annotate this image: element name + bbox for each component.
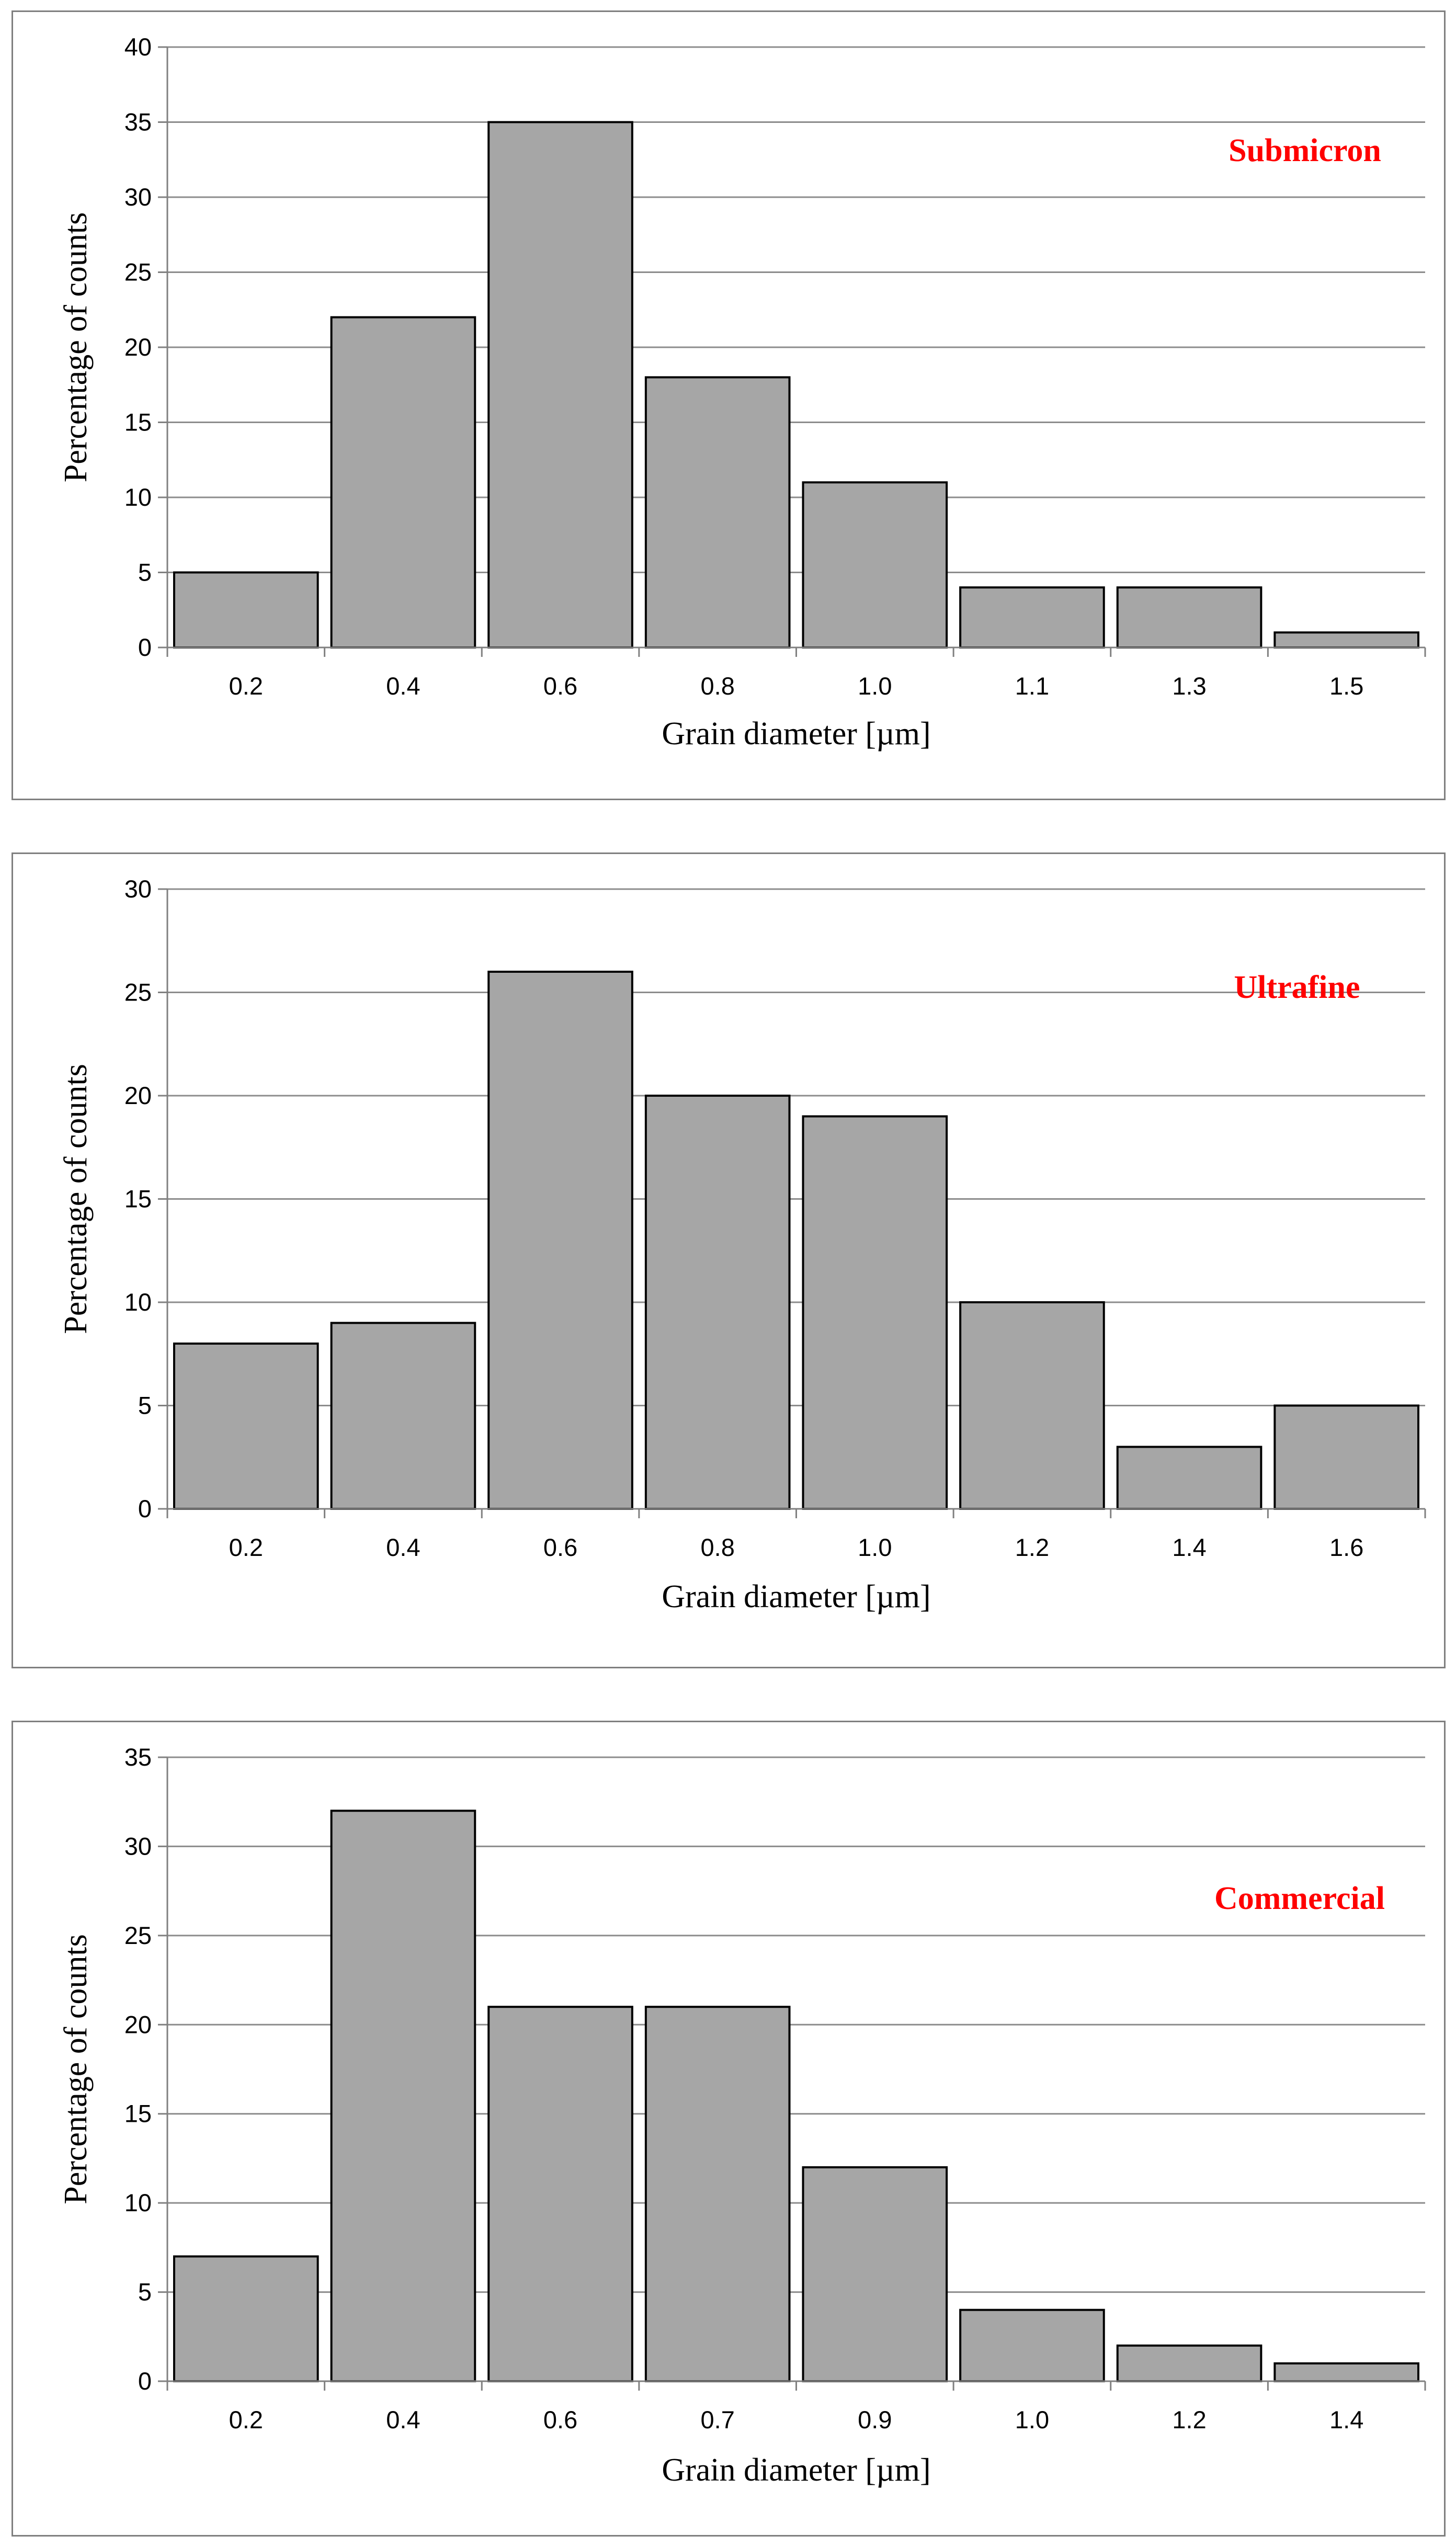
- y-tick-label: 25: [124, 1921, 152, 1949]
- bar-1.6: [1273, 1404, 1419, 1510]
- bar-1.3: [1116, 586, 1262, 649]
- series-label: Commercial: [1214, 1881, 1385, 1916]
- y-tick-label: 0: [138, 1495, 152, 1522]
- y-tick-label: 10: [124, 2189, 152, 2216]
- x-tick-label: 1.0: [858, 1533, 892, 1561]
- x-tick-label: 1.4: [1329, 2406, 1363, 2434]
- bar-0.7: [644, 2006, 791, 2382]
- y-tick-label: 5: [138, 2278, 152, 2306]
- y-tick-label: 20: [124, 2010, 152, 2038]
- y-tick-label: 15: [124, 408, 152, 436]
- bar-1.4: [1273, 2362, 1419, 2383]
- bar-1.2: [1116, 2344, 1262, 2383]
- chart-panel-ultrafine: 0 5 10 15 20 25 30 0.2 0.4 0.6 0.8 1.0 1.2 1.4 1.6 Grai…: [12, 852, 1446, 1668]
- y-tick-label: 25: [124, 258, 152, 286]
- x-tick-label: 1.0: [1015, 2406, 1049, 2434]
- y-tick-label: 20: [124, 333, 152, 361]
- x-tick-label: 0.8: [701, 1533, 735, 1561]
- bar-1.0: [959, 2309, 1105, 2382]
- y-tick-label: 40: [124, 33, 152, 61]
- bar-0.6: [487, 121, 633, 649]
- bar-1.2: [959, 1301, 1105, 1510]
- x-tick-label: 0.2: [229, 2406, 263, 2434]
- x-tick-label: 1.4: [1172, 1533, 1206, 1561]
- y-tick-label: 35: [124, 108, 152, 136]
- y-tick-label: 30: [124, 183, 152, 211]
- x-tick-label: 1.0: [858, 672, 892, 700]
- x-tick-label: 1.6: [1329, 1533, 1363, 1561]
- x-tick-label: 0.2: [229, 672, 263, 700]
- y-tick-label: 15: [124, 2100, 152, 2128]
- bar-1.4: [1116, 1446, 1262, 1510]
- y-axis-title: Percentage of counts: [58, 212, 94, 482]
- y-tick-label: 10: [124, 483, 152, 511]
- x-tick-label: 0.9: [858, 2406, 892, 2434]
- x-tick-label: 1.2: [1015, 1533, 1049, 1561]
- y-tick-label: 20: [124, 1082, 152, 1109]
- histogram-submicron: 0 5 10 15 20 25 30 35 40 0.2 0.4 0.6 0.8 1.0 1.1 1.3 1.5…: [58, 33, 1426, 752]
- x-tick-label: 0.4: [386, 1533, 420, 1561]
- y-tick-label: 0: [138, 2367, 152, 2395]
- y-tick-label: 10: [124, 1288, 152, 1316]
- bar-0.4: [330, 1322, 476, 1510]
- x-tick-label: 0.6: [543, 2406, 577, 2434]
- bar-1.5: [1273, 631, 1419, 649]
- x-tick-label: 0.6: [543, 672, 577, 700]
- series-label: Submicron: [1228, 133, 1381, 168]
- chart-panel-submicron: 0 5 10 15 20 25 30 35 40 0.2 0.4 0.6 0.8 1.0 1.1 1.3 1.5…: [12, 10, 1446, 800]
- x-tick-label: 1.2: [1172, 2406, 1206, 2434]
- y-axis-title: Percentage of counts: [58, 1934, 94, 2204]
- bar-0.2: [173, 2255, 319, 2383]
- y-tick-label: 30: [124, 1832, 152, 1860]
- bar-1.1: [959, 586, 1105, 649]
- bar-1.0: [802, 1115, 948, 1510]
- x-tick-label: 1.1: [1015, 672, 1049, 700]
- series-label: Ultrafine: [1234, 970, 1360, 1005]
- x-axis-title: Grain diameter [µm]: [662, 716, 930, 752]
- x-tick-label: 0.2: [229, 1533, 263, 1561]
- y-tick-label: 5: [138, 559, 152, 586]
- y-tick-label: 30: [124, 875, 152, 903]
- bar-0.6: [487, 2006, 633, 2382]
- bar-0.8: [644, 1095, 791, 1510]
- x-tick-label: 1.5: [1329, 672, 1363, 700]
- y-tick-label: 25: [124, 979, 152, 1006]
- x-tick-label: 0.4: [386, 2406, 420, 2434]
- histogram-ultrafine: 0 5 10 15 20 25 30 0.2 0.4 0.6 0.8 1.0 1.2 1.4 1.6 Grai…: [58, 875, 1426, 1614]
- bar-0.9: [802, 2166, 948, 2382]
- chart-panel-commercial: 0 5 10 15 20 25 30 35 0.2 0.4 0.6 0.7 0.9 1.0 1.2 1.4 Gr…: [12, 1721, 1446, 2537]
- y-tick-label: 15: [124, 1185, 152, 1213]
- x-tick-label: 1.3: [1172, 672, 1206, 700]
- bar-0.2: [173, 1343, 319, 1510]
- bar-0.4: [330, 1810, 476, 2382]
- x-axis-title: Grain diameter [µm]: [662, 1579, 930, 1614]
- y-tick-label: 35: [124, 1743, 152, 1771]
- x-tick-label: 0.8: [701, 672, 735, 700]
- histogram-commercial: 0 5 10 15 20 25 30 35 0.2 0.4 0.6 0.7 0.9 1.0 1.2 1.4 Gr…: [58, 1743, 1426, 2488]
- x-tick-label: 0.4: [386, 672, 420, 700]
- bar-1.0: [802, 481, 948, 649]
- y-tick-label: 0: [138, 633, 152, 661]
- y-axis-title: Percentage of counts: [58, 1064, 94, 1334]
- bar-0.6: [487, 971, 633, 1510]
- bar-0.4: [330, 316, 476, 649]
- x-axis-title: Grain diameter [µm]: [662, 2452, 930, 2488]
- bar-0.2: [173, 571, 319, 649]
- x-tick-label: 0.7: [701, 2406, 735, 2434]
- bar-0.8: [644, 376, 791, 649]
- x-tick-label: 0.6: [543, 1533, 577, 1561]
- y-tick-label: 5: [138, 1392, 152, 1419]
